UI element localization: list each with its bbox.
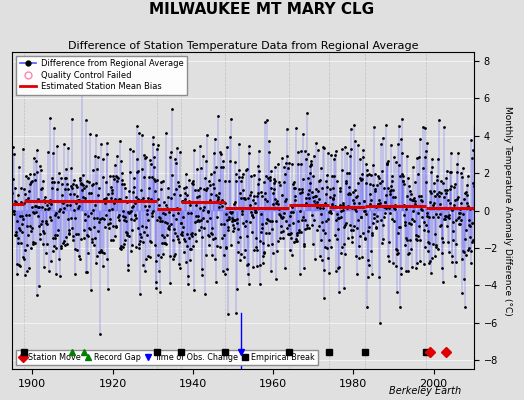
- Text: MILWAUKEE MT MARY CLG: MILWAUKEE MT MARY CLG: [149, 2, 375, 17]
- Title: Difference of Station Temperature Data from Regional Average: Difference of Station Temperature Data f…: [68, 41, 418, 51]
- Text: Berkeley Earth: Berkeley Earth: [389, 386, 461, 396]
- Legend: Station Move, Record Gap, Time of Obs. Change, Empirical Break: Station Move, Record Gap, Time of Obs. C…: [16, 350, 318, 365]
- Y-axis label: Monthly Temperature Anomaly Difference (°C): Monthly Temperature Anomaly Difference (…: [503, 106, 512, 315]
